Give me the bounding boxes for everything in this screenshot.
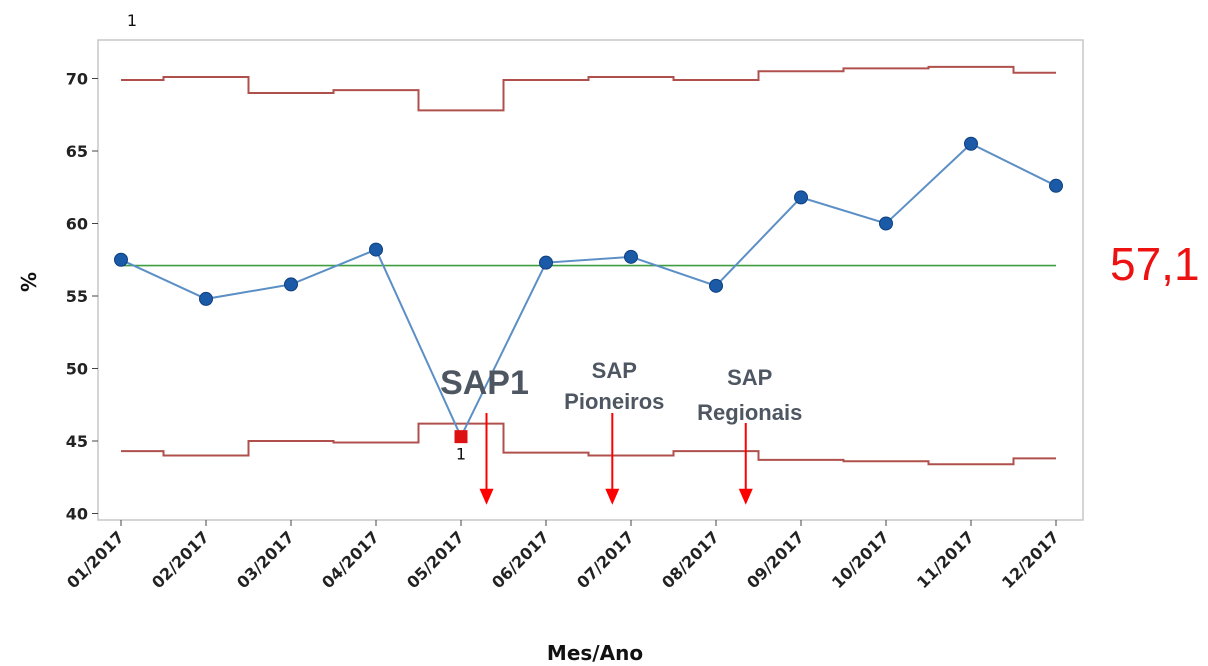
x-tick-label: 09/2017 <box>743 527 808 592</box>
out-of-control-flag: 1 <box>456 445 466 464</box>
data-point <box>369 242 383 257</box>
y-tick-label: 65 <box>66 142 88 161</box>
annotation-label: Pioneiros <box>564 389 664 414</box>
data-point <box>284 277 298 292</box>
y-tick-label: 70 <box>66 70 88 89</box>
x-tick-label: 07/2017 <box>573 527 638 592</box>
data-point <box>539 255 553 270</box>
x-tick-label: 11/2017 <box>913 527 978 592</box>
data-point <box>1049 178 1063 193</box>
y-axis-title: % <box>17 272 41 292</box>
annotation-label: SAP1 <box>440 364 529 402</box>
x-tick-label: 04/2017 <box>318 527 383 592</box>
x-tick-label: 08/2017 <box>658 527 723 592</box>
x-tick-label: 02/2017 <box>148 527 213 592</box>
top-flag: 1 <box>127 11 137 30</box>
annotation-label: Regionais <box>697 400 802 425</box>
y-tick-label: 55 <box>66 287 88 306</box>
x-tick-label: 03/2017 <box>233 527 298 592</box>
data-point <box>624 249 638 264</box>
data-point <box>114 252 128 267</box>
data-point <box>199 291 213 306</box>
center-value-label: 57,1 <box>1110 238 1200 290</box>
data-line <box>120 142 1057 439</box>
y-tick-label: 45 <box>66 432 88 451</box>
x-tick-label: 10/2017 <box>828 527 893 592</box>
data-point <box>879 216 893 231</box>
upper-control-limit <box>121 65 1056 112</box>
data-point <box>794 190 808 205</box>
annotation-label: SAP <box>592 358 637 383</box>
x-tick-label: 06/2017 <box>488 527 553 592</box>
x-tick-label: 12/2017 <box>998 527 1063 592</box>
y-tick-label: 60 <box>66 215 88 234</box>
plot-frame <box>97 39 1084 521</box>
out-of-control-point <box>454 430 468 444</box>
y-tick-label: 50 <box>66 360 88 379</box>
annotation-label: SAP <box>727 365 772 390</box>
x-axis-title: Mes/Ano <box>547 641 643 665</box>
lower-control-limit <box>121 422 1056 466</box>
data-point <box>964 136 978 151</box>
annotation-arrow-head <box>738 488 753 505</box>
annotation-arrow-head <box>605 488 620 505</box>
x-tick-label: 05/2017 <box>403 527 468 592</box>
x-tick-label: 01/2017 <box>63 527 128 592</box>
y-tick-label: 40 <box>66 505 88 524</box>
annotation-arrow-head <box>479 488 494 505</box>
data-point <box>709 278 723 293</box>
